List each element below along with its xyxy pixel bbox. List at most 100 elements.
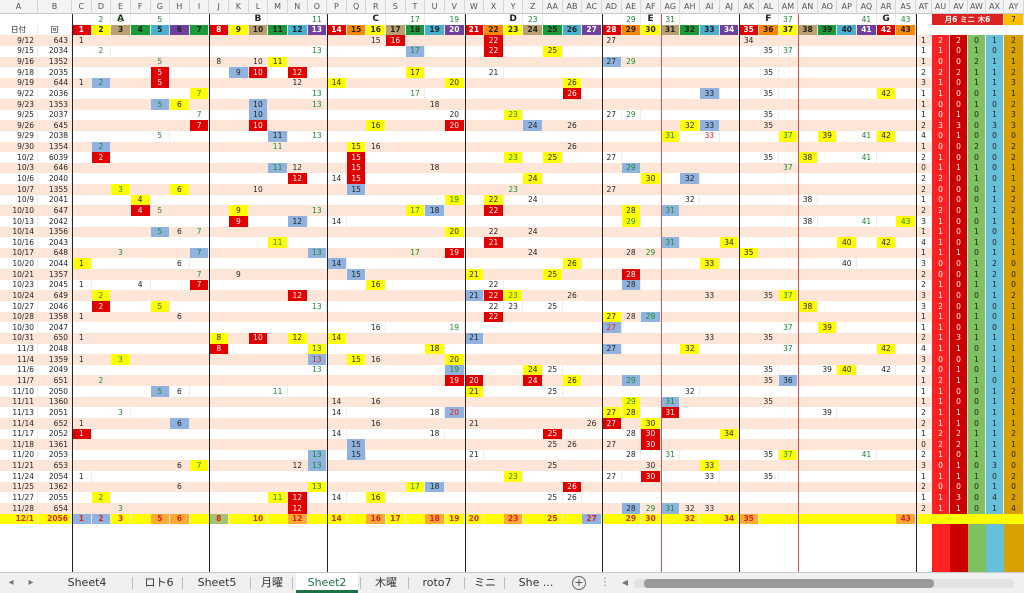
number-cell[interactable]: 40: [837, 258, 858, 270]
sheet-tab[interactable]: 木曜: [375, 576, 397, 589]
top-number[interactable]: 37: [779, 14, 799, 25]
number-cell[interactable]: 10: [248, 109, 269, 121]
stat-cell[interactable]: 1: [986, 407, 1004, 418]
number-cell[interactable]: 9: [229, 67, 249, 78]
stat-cell[interactable]: 1: [986, 290, 1004, 301]
stat-cell[interactable]: 2: [1004, 492, 1024, 503]
number-cell[interactable]: 38: [798, 152, 818, 163]
stat-cell[interactable]: 2: [1004, 386, 1024, 397]
number-cell[interactable]: 33: [700, 471, 720, 482]
column-letter[interactable]: Q: [347, 0, 367, 14]
stat-cell[interactable]: 1: [932, 226, 950, 238]
stat-cell[interactable]: 3: [950, 492, 968, 503]
number-cell[interactable]: 23: [503, 152, 524, 163]
number-cell[interactable]: 33: [700, 120, 720, 131]
date-cell[interactable]: 10/28: [0, 311, 38, 323]
spreadsheet-grid[interactable]: A B C D E F G 2 3 5 11 17 19 23 29 31 37 41 43 月6 ミニ 木6 7 日付回…: [0, 14, 1024, 572]
number-cell[interactable]: 5: [151, 130, 171, 142]
number-cell[interactable]: 25: [543, 301, 563, 312]
number-header[interactable]: 7: [189, 24, 210, 36]
number-cell[interactable]: 35: [759, 364, 779, 376]
kai-cell[interactable]: 2054: [38, 471, 72, 482]
stat-cell[interactable]: 1: [1004, 396, 1024, 408]
number-cell[interactable]: 22: [484, 301, 504, 312]
number-cell[interactable]: 13: [308, 99, 328, 110]
stat-cell[interactable]: 0: [968, 492, 986, 503]
number-header[interactable]: 2: [91, 24, 112, 36]
total-cell[interactable]: 43: [896, 513, 916, 525]
number-cell[interactable]: 14: [327, 215, 347, 227]
stat-cell[interactable]: 0: [986, 237, 1004, 248]
number-cell[interactable]: 5: [150, 99, 171, 110]
number-cell[interactable]: 15: [346, 439, 367, 450]
number-cell[interactable]: 13: [307, 449, 328, 461]
kai-cell[interactable]: 2035: [38, 67, 72, 78]
kai-cell[interactable]: 653: [38, 460, 72, 472]
stat-cell[interactable]: 2: [916, 449, 932, 461]
number-cell[interactable]: 28: [621, 279, 642, 291]
stat-cell[interactable]: 2: [916, 279, 932, 291]
stat-cell[interactable]: 0: [950, 279, 968, 291]
number-cell[interactable]: 22: [484, 205, 504, 216]
number-cell[interactable]: 29: [641, 311, 661, 323]
stat-cell[interactable]: 1: [916, 247, 932, 259]
number-cell[interactable]: 4: [130, 194, 151, 206]
stat-cell[interactable]: 2: [916, 120, 932, 131]
stat-cell[interactable]: 1: [916, 141, 932, 153]
number-cell[interactable]: 32: [680, 343, 701, 355]
number-cell[interactable]: 1: [72, 428, 92, 440]
kai-cell[interactable]: 646: [38, 162, 72, 174]
column-letter[interactable]: K: [229, 0, 249, 14]
top-number[interactable]: 43: [896, 14, 916, 25]
column-letter[interactable]: AK: [739, 0, 759, 14]
number-cell[interactable]: 20: [444, 120, 465, 131]
number-header[interactable]: 32: [680, 24, 701, 36]
number-cell[interactable]: 17: [406, 88, 426, 100]
stat-cell[interactable]: 2: [932, 173, 950, 185]
stat-cell[interactable]: 0: [1004, 460, 1024, 472]
kai-cell[interactable]: 2040: [38, 173, 72, 185]
date-cell[interactable]: 9/15: [0, 45, 38, 57]
number-cell[interactable]: 12: [287, 67, 308, 78]
number-cell[interactable]: 5: [150, 226, 171, 238]
date-cell[interactable]: 10/27: [0, 301, 38, 312]
number-cell[interactable]: 30: [641, 439, 661, 450]
date-cell[interactable]: 11/11: [0, 396, 38, 408]
total-cell[interactable]: 18: [425, 513, 445, 525]
date-cell[interactable]: 9/19: [0, 77, 38, 89]
number-cell[interactable]: 33: [700, 88, 720, 100]
number-cell[interactable]: 24: [523, 173, 544, 185]
date-cell[interactable]: 11/24: [0, 471, 38, 482]
number-header[interactable]: 3: [111, 24, 131, 36]
number-cell[interactable]: 25: [543, 460, 563, 472]
number-header[interactable]: 27: [582, 24, 602, 36]
number-cell[interactable]: 4: [131, 279, 151, 291]
number-cell[interactable]: 13: [307, 343, 328, 355]
stat-cell[interactable]: 1: [916, 35, 932, 46]
stat-cell[interactable]: 0: [932, 130, 950, 142]
number-cell[interactable]: 10: [249, 56, 269, 68]
number-cell[interactable]: 22: [484, 45, 504, 57]
stat-cell[interactable]: 2: [932, 35, 950, 46]
stat-cell[interactable]: 0: [932, 364, 950, 376]
stat-cell[interactable]: 2: [1004, 290, 1024, 301]
stat-cell[interactable]: 1: [916, 322, 932, 333]
total-cell[interactable]: 34: [720, 513, 740, 525]
sheet-tab[interactable]: Sheet2: [296, 573, 358, 593]
number-cell[interactable]: 11: [268, 492, 288, 503]
number-cell[interactable]: 35: [759, 152, 779, 163]
stat-cell[interactable]: 1: [968, 226, 986, 238]
stat-cell[interactable]: 3: [1004, 109, 1024, 121]
number-cell[interactable]: 28: [622, 311, 642, 323]
stat-cell[interactable]: 1: [986, 194, 1004, 206]
number-header[interactable]: 35: [739, 24, 759, 36]
number-header[interactable]: 4: [130, 24, 151, 36]
column-letter[interactable]: AU: [932, 0, 950, 14]
sheet-tab[interactable]: roto7: [422, 576, 452, 589]
number-cell[interactable]: 28: [621, 407, 642, 418]
kai-cell[interactable]: 2037: [38, 109, 72, 121]
kai-cell[interactable]: 647: [38, 205, 72, 216]
date-cell[interactable]: 9/29: [0, 130, 38, 142]
stat-cell[interactable]: 2: [932, 375, 950, 387]
number-cell[interactable]: 4: [130, 205, 151, 216]
